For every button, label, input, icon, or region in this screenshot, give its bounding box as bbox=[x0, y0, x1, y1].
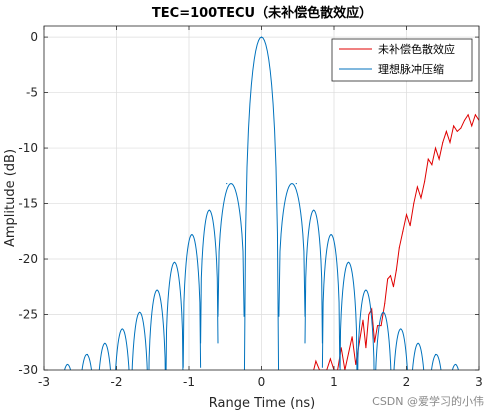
data-point-ideal bbox=[173, 261, 176, 263]
data-point-uncompensated bbox=[464, 119, 465, 121]
legend-label-ideal: 理想脉冲压缩 bbox=[378, 62, 444, 76]
legend: 未补偿色散效应 理想脉冲压缩 bbox=[331, 38, 473, 82]
data-point-ideal bbox=[347, 261, 350, 263]
data-point-uncompensated bbox=[398, 247, 400, 249]
data-point-ideal bbox=[330, 234, 332, 236]
data-point-ideal bbox=[382, 311, 384, 313]
data-point-ideal bbox=[208, 209, 210, 211]
x-tick-label: -2 bbox=[111, 375, 123, 389]
ticks: -3 -2 -1 0 1 2 30-5-10-15-20-25-30 bbox=[18, 26, 483, 389]
data-point-ideal bbox=[86, 353, 89, 356]
y-tick-label: -20 bbox=[18, 252, 38, 266]
data-point-uncompensated bbox=[368, 314, 370, 316]
data-point-uncompensated bbox=[392, 286, 394, 288]
data-point-uncompensated bbox=[435, 147, 436, 149]
data-point-ideal bbox=[139, 311, 141, 313]
data-point-uncompensated bbox=[438, 158, 440, 160]
x-tick-label: -3 bbox=[38, 375, 50, 389]
data-point-ideal bbox=[66, 363, 68, 366]
data-point-uncompensated bbox=[384, 302, 386, 304]
data-point-ideal bbox=[434, 353, 437, 356]
data-point-uncompensated bbox=[390, 275, 392, 277]
data-point-uncompensated bbox=[431, 164, 433, 166]
data-point-ideal bbox=[260, 36, 263, 38]
data-point-uncompensated bbox=[380, 325, 382, 327]
data-point-uncompensated bbox=[445, 130, 447, 132]
data-point-ideal bbox=[313, 209, 315, 211]
series-layer bbox=[64, 36, 479, 370]
data-point-uncompensated bbox=[395, 269, 397, 271]
data-point-uncompensated bbox=[471, 125, 473, 127]
y-tick-label: -5 bbox=[26, 86, 38, 100]
data-point-ideal bbox=[295, 182, 297, 185]
data-point-uncompensated bbox=[406, 214, 407, 216]
y-tick-label: -10 bbox=[18, 141, 38, 155]
data-point-ideal bbox=[226, 182, 228, 185]
x-tick-label: 2 bbox=[403, 375, 411, 389]
data-point-uncompensated bbox=[420, 197, 422, 199]
data-point-uncompensated bbox=[453, 125, 455, 127]
chart-title: TEC=100TECU（未补偿色散效应） bbox=[152, 5, 372, 21]
x-tick-label: 0 bbox=[258, 375, 266, 389]
data-point-ideal bbox=[417, 342, 419, 344]
data-point-uncompensated bbox=[355, 363, 357, 365]
data-point-uncompensated bbox=[365, 347, 367, 349]
data-point-uncompensated bbox=[371, 308, 373, 310]
data-point-uncompensated bbox=[424, 180, 426, 182]
data-point-uncompensated bbox=[402, 230, 404, 232]
data-point-ideal bbox=[121, 328, 123, 330]
data-point-uncompensated bbox=[340, 347, 342, 349]
data-point-uncompensated bbox=[377, 325, 378, 327]
data-point-uncompensated bbox=[442, 142, 444, 144]
data-point-uncompensated bbox=[374, 341, 376, 343]
data-point-uncompensated bbox=[315, 360, 317, 362]
data-point-uncompensated bbox=[387, 278, 389, 280]
data-point-uncompensated bbox=[413, 203, 415, 205]
data-point-ideal bbox=[156, 289, 158, 291]
data-point-ideal bbox=[400, 328, 402, 330]
data-point-uncompensated bbox=[456, 130, 458, 132]
x-tick-label: -1 bbox=[183, 375, 195, 389]
data-point-uncompensated bbox=[427, 158, 429, 160]
data-point-uncompensated bbox=[362, 319, 364, 321]
data-point-uncompensated bbox=[329, 358, 331, 360]
y-tick-label: -30 bbox=[18, 363, 38, 377]
data-point-ideal bbox=[104, 342, 106, 344]
y-tick-label: -15 bbox=[18, 197, 38, 211]
y-axis-label: Amplitude (dB) bbox=[3, 149, 18, 247]
data-point-uncompensated bbox=[449, 142, 451, 144]
data-point-uncompensated bbox=[348, 352, 349, 354]
data-point-ideal bbox=[191, 234, 193, 236]
x-tick-label: 3 bbox=[475, 375, 483, 389]
x-tick-label: 1 bbox=[330, 375, 338, 389]
data-point-uncompensated bbox=[467, 114, 469, 116]
y-tick-label: -25 bbox=[18, 308, 38, 322]
data-point-uncompensated bbox=[474, 114, 476, 116]
legend-label-uncompensated: 未补偿色散效应 bbox=[378, 42, 455, 56]
data-point-uncompensated bbox=[409, 225, 411, 227]
data-point-uncompensated bbox=[460, 127, 462, 129]
data-point-uncompensated bbox=[416, 186, 418, 188]
data-point-uncompensated bbox=[351, 336, 353, 338]
data-point-ideal bbox=[365, 289, 367, 291]
legend-box bbox=[331, 38, 473, 82]
x-axis-label: Range Time (ns) bbox=[209, 396, 315, 411]
watermark: CSDN @爱学习的小伟 bbox=[372, 395, 484, 408]
data-point-ideal bbox=[455, 363, 457, 366]
data-point-uncompensated bbox=[358, 341, 360, 343]
y-tick-label: 0 bbox=[30, 30, 38, 44]
